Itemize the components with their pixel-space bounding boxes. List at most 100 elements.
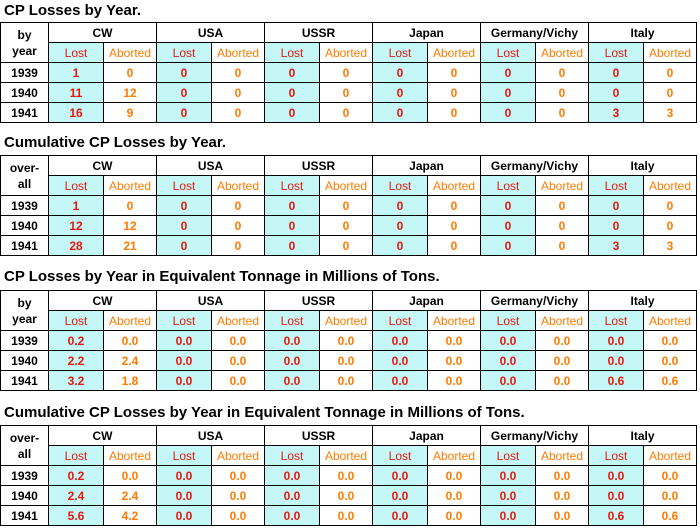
- lost-subheader: Lost: [48, 42, 104, 63]
- lost-value-cell: 0.0: [588, 350, 645, 371]
- aborted-subheader: Aborted: [534, 42, 590, 63]
- aborted-value-cell: 12: [103, 82, 157, 103]
- lost-value-cell: 0: [264, 215, 320, 236]
- lost-subheader: Lost: [48, 310, 104, 331]
- nation-header: Germany/Vichy: [479, 22, 590, 43]
- aborted-subheader: Aborted: [319, 445, 373, 466]
- aborted-value-cell: 0.0: [211, 370, 265, 391]
- aborted-value-cell: 0.6: [643, 370, 698, 391]
- aborted-value-cell: 0: [211, 62, 265, 83]
- aborted-value-cell: 0.0: [643, 350, 698, 371]
- aborted-value-cell: 0: [427, 215, 481, 236]
- nation-header: USA: [156, 425, 265, 446]
- lost-value-cell: 0.0: [264, 370, 320, 391]
- row-header-line: by: [17, 27, 32, 42]
- aborted-subheader: Aborted: [211, 310, 265, 331]
- lost-value-cell: 3.2: [48, 370, 104, 391]
- lost-value-cell: 0.0: [264, 485, 320, 506]
- lost-value-cell: 0: [264, 82, 320, 103]
- aborted-value-cell: 0: [103, 62, 157, 83]
- lost-value-cell: 0: [372, 195, 428, 216]
- lost-value-cell: 0.0: [588, 330, 645, 351]
- row-header-line: over-: [9, 430, 40, 445]
- aborted-value-cell: 0.0: [643, 485, 698, 506]
- aborted-subheader: Aborted: [427, 445, 481, 466]
- row-header: by year: [0, 290, 49, 331]
- lost-value-cell: 0: [372, 82, 428, 103]
- aborted-value-cell: 0.0: [319, 330, 373, 351]
- lost-value-cell: 16: [48, 102, 104, 123]
- lost-subheader: Lost: [264, 445, 320, 466]
- nation-header: Italy: [588, 22, 698, 43]
- aborted-value-cell: 0: [211, 102, 265, 123]
- year-cell: 1940: [0, 82, 49, 103]
- lost-value-cell: 0.0: [156, 350, 212, 371]
- lost-value-cell: 12: [48, 215, 104, 236]
- aborted-value-cell: 0.6: [643, 505, 698, 526]
- aborted-value-cell: 0.0: [427, 465, 481, 486]
- lost-value-cell: 0: [480, 195, 536, 216]
- lost-value-cell: 0.0: [480, 370, 536, 391]
- aborted-subheader: Aborted: [427, 42, 481, 63]
- lost-subheader: Lost: [588, 175, 645, 196]
- lost-value-cell: 0.0: [372, 330, 428, 351]
- aborted-subheader: Aborted: [319, 175, 373, 196]
- lost-value-cell: 0.0: [156, 370, 212, 391]
- nation-header: Italy: [588, 290, 698, 311]
- year-cell: 1939: [0, 465, 49, 486]
- lost-value-cell: 0.0: [588, 485, 645, 506]
- lost-subheader: Lost: [372, 175, 428, 196]
- table-cp-losses-by-year: by year CW USA USSR Japan Germany/Vichy Italy Lo…: [0, 22, 698, 123]
- aborted-value-cell: 0: [427, 82, 481, 103]
- aborted-value-cell: 0: [534, 82, 590, 103]
- table-row: 1939 0.2 0.0 0.0 0.0 0.0 0.0 0.0 0.0 0.0 0.0 0.0 0.0: [0, 330, 698, 351]
- lost-value-cell: 0: [480, 235, 536, 256]
- lost-value-cell: 28: [48, 235, 104, 256]
- aborted-value-cell: 0: [211, 235, 265, 256]
- aborted-value-cell: 0.0: [534, 350, 590, 371]
- aborted-value-cell: 0.0: [211, 485, 265, 506]
- aborted-value-cell: 0: [319, 102, 373, 123]
- lost-subheader: Lost: [372, 310, 428, 331]
- aborted-value-cell: 0: [319, 62, 373, 83]
- lost-value-cell: 0.6: [588, 505, 645, 526]
- nation-header: USSR: [264, 290, 373, 311]
- nation-header: USA: [156, 290, 265, 311]
- lost-value-cell: 0.0: [156, 330, 212, 351]
- aborted-value-cell: 3: [643, 235, 698, 256]
- table-row: 1941 16 9 0 0 0 0 0 0 0 0 3 3: [0, 102, 698, 123]
- lost-value-cell: 0: [480, 62, 536, 83]
- nation-header: USSR: [264, 155, 373, 176]
- lost-subheader: Lost: [156, 175, 212, 196]
- lost-value-cell: 0: [372, 235, 428, 256]
- nation-header: Germany/Vichy: [479, 155, 590, 176]
- row-header-line: year: [12, 311, 37, 326]
- section-title: CP Losses by Year in Equivalent Tonnage …: [4, 268, 440, 285]
- row-header: over-all: [0, 425, 49, 466]
- aborted-subheader: Aborted: [643, 42, 698, 63]
- lost-value-cell: 0.0: [372, 350, 428, 371]
- table-cumulative-cp-tonnage: over-all CW USA USSR Japan Germany/Vichy Italy…: [0, 425, 698, 526]
- lost-value-cell: 0: [588, 215, 645, 236]
- nation-header: CW: [48, 155, 157, 176]
- aborted-subheader: Aborted: [534, 445, 590, 466]
- aborted-value-cell: 9: [103, 102, 157, 123]
- aborted-subheader: Aborted: [643, 310, 698, 331]
- nation-header: USA: [156, 155, 265, 176]
- nation-header: Japan: [372, 425, 481, 446]
- aborted-value-cell: 0: [319, 235, 373, 256]
- nation-header: USSR: [264, 22, 373, 43]
- lost-value-cell: 0.0: [480, 350, 536, 371]
- aborted-value-cell: 0: [427, 62, 481, 83]
- aborted-subheader: Aborted: [103, 445, 157, 466]
- aborted-subheader: Aborted: [427, 310, 481, 331]
- aborted-value-cell: 0: [211, 82, 265, 103]
- aborted-value-cell: 0.0: [427, 485, 481, 506]
- table-row: 1941 5.6 4.2 0.0 0.0 0.0 0.0 0.0 0.0 0.0 0.0 0.6 0.6: [0, 505, 698, 526]
- year-cell: 1939: [0, 195, 49, 216]
- table-row: 1940 2.2 2.4 0.0 0.0 0.0 0.0 0.0 0.0 0.0 0.0 0.0 0.0: [0, 350, 698, 371]
- section-title: Cumulative CP Losses by Year in Equivale…: [4, 404, 525, 421]
- aborted-value-cell: 0.0: [319, 370, 373, 391]
- year-cell: 1939: [0, 62, 49, 83]
- aborted-subheader: Aborted: [643, 445, 698, 466]
